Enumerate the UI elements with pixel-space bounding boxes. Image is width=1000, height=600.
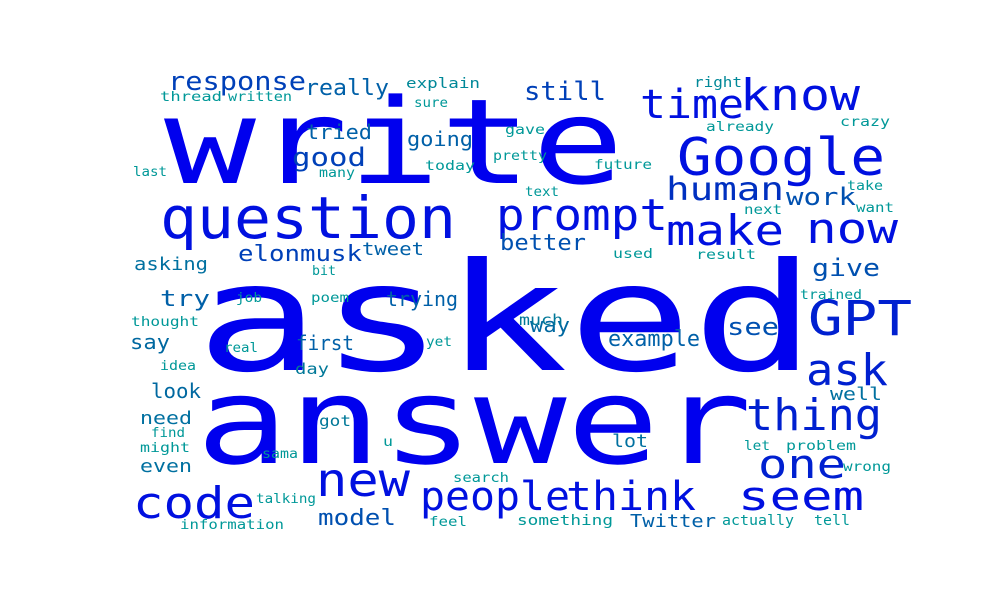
word-already: already [706, 120, 774, 135]
word-question: question [160, 184, 456, 252]
word-crazy: crazy [840, 115, 890, 130]
word-tell: tell [814, 513, 850, 529]
word-find: find [151, 426, 185, 441]
word-problem: problem [786, 439, 856, 454]
word-asked: asked [196, 232, 816, 406]
word-trying: trying [386, 287, 458, 311]
word-next: next [744, 203, 782, 218]
word-new: new [316, 453, 410, 507]
word-take: take [847, 179, 883, 194]
word-feel: feel [429, 515, 467, 530]
word-really: really [305, 76, 389, 101]
word-got: got [319, 412, 351, 430]
word-prompt: prompt [496, 190, 668, 241]
word-actually: actually [722, 513, 794, 529]
word-give: give [812, 254, 880, 282]
word-gave: gave [505, 123, 545, 138]
word-google: Google [677, 128, 885, 188]
word-thing: thing [746, 390, 882, 441]
word-something: something [517, 513, 613, 529]
word-sama: sama [262, 447, 298, 462]
word-think: think [566, 474, 696, 520]
word-tried: tried [306, 120, 372, 144]
word-gpt: GPT [808, 291, 912, 347]
word-code: code [133, 478, 255, 529]
word-want: want [856, 201, 894, 216]
word-response: response [168, 67, 306, 97]
word-much: much [519, 311, 563, 329]
word-real: real [224, 341, 258, 356]
word-twitter: Twitter [630, 511, 716, 532]
word-yet: yet [426, 335, 452, 350]
word-make: make [666, 206, 784, 255]
word-many: many [319, 166, 355, 181]
word-used: used [613, 247, 653, 262]
word-going: going [407, 127, 473, 151]
word-let: let [744, 439, 770, 454]
word-pretty: pretty [493, 149, 547, 164]
word-better: better [500, 231, 586, 256]
word-know: know [740, 70, 861, 121]
word-u: u [383, 435, 393, 450]
word-example: example [608, 327, 700, 352]
word-even: even [140, 456, 192, 477]
word-talking: talking [256, 492, 316, 507]
word-well: well [830, 384, 882, 405]
word-might: might [140, 441, 190, 456]
word-idea: idea [160, 359, 196, 374]
word-answer: answer [196, 353, 752, 492]
word-still: still [524, 77, 606, 107]
word-search: search [453, 471, 509, 486]
word-tweet: tweet [362, 239, 424, 260]
word-time: time [640, 82, 744, 128]
word-work: work [786, 183, 857, 211]
word-good: good [292, 143, 366, 173]
word-ask: ask [806, 345, 888, 396]
word-information: information [180, 518, 284, 533]
word-today: today [425, 159, 475, 174]
word-seem: seem [738, 474, 864, 520]
word-day: day [295, 360, 329, 378]
word-way: way [530, 313, 570, 337]
word-model: model [318, 506, 396, 531]
word-thread: thread [160, 90, 222, 105]
word-look: look [151, 379, 201, 403]
word-people: people [420, 474, 570, 520]
word-lot: lot [612, 431, 648, 452]
word-text: text [525, 185, 559, 200]
word-try: try [160, 287, 210, 312]
word-explain: explain [406, 76, 480, 92]
word-elonmusk: elonmusk [238, 242, 362, 267]
word-thought: thought [131, 315, 199, 330]
word-say: say [130, 330, 170, 354]
word-last: last [133, 165, 167, 180]
word-now: now [806, 204, 899, 253]
word-need: need [140, 408, 192, 429]
word-sure: sure [414, 96, 448, 111]
word-first: first [296, 331, 354, 355]
word-result: result [696, 248, 756, 263]
word-asking: asking [134, 254, 208, 275]
word-write: write [164, 73, 624, 211]
word-written: written [228, 90, 292, 105]
word-right: right [694, 75, 742, 91]
word-bit: bit [312, 264, 336, 279]
word-one: one [758, 442, 846, 488]
word-wrong: wrong [843, 460, 891, 475]
word-see: see [727, 313, 779, 341]
word-trained: trained [800, 288, 862, 303]
word-human: human [666, 170, 784, 208]
word-poem: poem [311, 291, 349, 306]
word-future: future [594, 158, 652, 173]
word-job: job [236, 291, 262, 306]
